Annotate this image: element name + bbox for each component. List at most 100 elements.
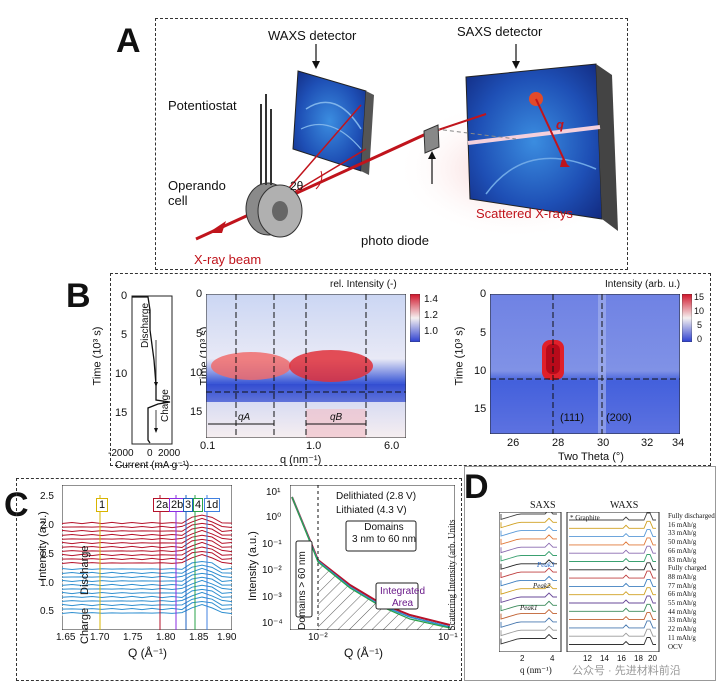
b-mid-xlabel: q (nm⁻¹) xyxy=(280,454,322,466)
b-mid-heatmap xyxy=(206,294,406,438)
saxs-curve xyxy=(500,512,557,521)
stack-curve xyxy=(62,538,232,549)
stack-curve xyxy=(62,594,232,605)
d-saxs-title: SAXS xyxy=(530,500,556,511)
c-left-ytick-4: 2.5 xyxy=(40,491,54,502)
b-left-ytick-1: 5 xyxy=(121,329,128,341)
waxs-curve xyxy=(569,554,656,562)
waxs-curve xyxy=(569,520,656,529)
b-right-ytick-2: 10 xyxy=(474,365,487,377)
panel-b-letter: B xyxy=(66,277,91,315)
d-state: Fully discharged xyxy=(668,512,715,520)
d-state: Fully charged xyxy=(668,564,707,573)
waxs-curve xyxy=(569,578,656,587)
b-right-cbar-tick-0: 15 xyxy=(694,292,705,302)
stack-curve xyxy=(62,529,232,541)
b-right-colorbar-title: Intensity (arb. u.) xyxy=(605,279,681,290)
waxs-curve xyxy=(569,587,656,596)
stack-curve xyxy=(62,540,232,551)
c-right-xlabel: Q (Å⁻¹) xyxy=(344,646,383,660)
waxs-detector-plate xyxy=(292,70,374,175)
waxs-curve xyxy=(569,570,656,579)
waxs-curve xyxy=(569,545,656,554)
b-right-ytick-0: 0 xyxy=(480,288,487,300)
waxs-curve xyxy=(569,628,656,637)
c-marker-1: 1 xyxy=(96,498,109,512)
stack-curve xyxy=(62,567,232,579)
stack-curve xyxy=(62,555,232,567)
b-right-xtick-2: 30 xyxy=(597,437,610,449)
c-right-xtick-0: 10⁻² xyxy=(308,632,328,643)
c-left-ytick-2: 1.5 xyxy=(40,549,54,560)
saxs-curve xyxy=(500,534,557,545)
c-left-xtick-3: 1.80 xyxy=(156,632,176,643)
c-left-xtick-4: 1.85 xyxy=(189,632,209,643)
b-mid-ytick-1: 5 xyxy=(196,328,203,340)
c-legend-lithiated: Lithiated (4.3 V) xyxy=(336,505,407,516)
stack-curve xyxy=(62,514,232,525)
saxs-curve xyxy=(500,517,557,529)
c-right-xtick-1: 10⁻¹ xyxy=(438,632,458,643)
b-mid-ytick-3: 15 xyxy=(190,406,203,418)
c-left-xtick-2: 1.75 xyxy=(123,632,143,643)
saxs-detector-label: SAXS detector xyxy=(457,24,543,39)
scattered-xrays-label: Scattered X-rays xyxy=(476,206,573,221)
c-left-ytick-3: 2.0 xyxy=(40,520,54,531)
d-peak2: Peak2 xyxy=(533,582,551,590)
stack-curve xyxy=(62,537,232,547)
panel-d-letter: D xyxy=(464,468,489,506)
stack-curve xyxy=(62,579,232,591)
saxs-detector-plate xyxy=(465,63,618,231)
b-right-cbar-tick-2: 5 xyxy=(697,320,703,330)
saxs-curve xyxy=(500,559,557,570)
panel-a-frame xyxy=(155,18,628,270)
stack-curve xyxy=(62,563,232,573)
waxs-detector-label: WAXS detector xyxy=(268,28,357,43)
d-graphite-note: * Graphite xyxy=(570,514,600,522)
c-right-ytick-1: 10⁻³ xyxy=(262,592,282,603)
waxs-curve xyxy=(569,562,656,571)
d-xtick-right-0: 12 xyxy=(583,654,592,663)
stack-curve xyxy=(62,584,232,595)
d-state: 66 mAh/g xyxy=(668,546,697,555)
stack-curve xyxy=(62,582,232,593)
saxs-curve xyxy=(500,592,557,604)
b-mid-xtick-0: 0.1 xyxy=(200,440,216,452)
c-left-ytick-1: 1.0 xyxy=(40,578,54,589)
saxs-curve xyxy=(500,625,557,637)
waxs-curve xyxy=(569,512,656,521)
c-right-ytick-0: 10⁻⁴ xyxy=(262,618,283,629)
c-domains-large: Domains > 60 nm xyxy=(296,551,308,630)
stack-curve xyxy=(62,546,232,557)
d-peak1: Peak1 xyxy=(520,604,538,612)
saxs-curve xyxy=(500,525,557,537)
waxs-curve xyxy=(569,637,656,645)
svg-text:q: q xyxy=(556,117,564,132)
stack-curve xyxy=(62,570,232,581)
waxs-curve xyxy=(569,603,656,612)
b-left-xtick-0: -2000 xyxy=(108,448,134,459)
b-qb-label: qB xyxy=(330,412,343,423)
c-right-ytick-2: 10⁻² xyxy=(262,565,282,576)
d-state: 11 mAh/g xyxy=(668,633,696,642)
b-peak-111: (111) xyxy=(560,412,585,424)
stack-curve xyxy=(62,532,232,543)
b-mid-colorbar-title: rel. Intensity (-) xyxy=(330,279,397,290)
b-mid-xtick-1: 1.0 xyxy=(306,440,322,452)
c-legend-delithiated: Delithiated (2.8 V) xyxy=(336,491,417,502)
potentiostat-label: Potentiostat xyxy=(168,98,237,113)
panel-d-frame xyxy=(464,466,716,681)
operando-cell xyxy=(245,94,303,238)
stack-curve xyxy=(62,591,232,603)
operando-cell-label: Operando cell xyxy=(168,178,226,208)
stack-curve xyxy=(62,576,232,587)
stack-curve xyxy=(62,575,232,585)
b-mid-ytick-2: 10 xyxy=(190,367,203,379)
d-xlabel: q (nm⁻¹) xyxy=(520,665,552,675)
d-state: 44 mAh/g xyxy=(668,607,697,616)
c-domains-small: Domains 3 nm to 60 nm xyxy=(352,522,416,545)
b-mid-cbar-tick-1: 1.2 xyxy=(424,310,438,321)
d-xtick-right-4: 20 xyxy=(648,654,657,663)
b-left-ylabel: Time (10³ s) xyxy=(91,326,104,386)
c-right-ytick-3: 10⁻¹ xyxy=(262,539,282,550)
